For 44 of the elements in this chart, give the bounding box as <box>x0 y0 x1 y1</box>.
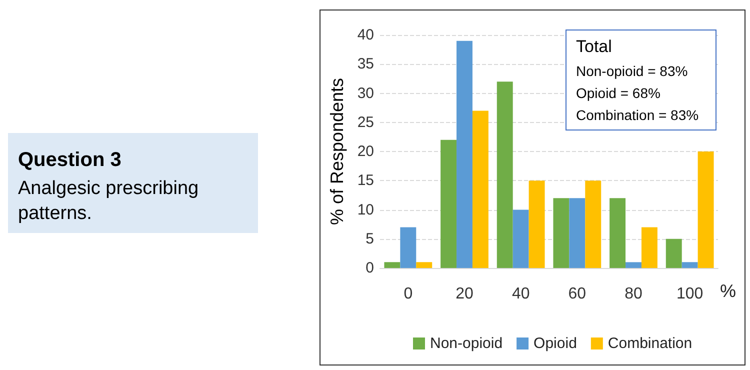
annotation: Non-opioid = 83% <box>576 63 688 79</box>
y-tick-label: 0 <box>366 260 374 276</box>
y-tick-label: 5 <box>366 230 374 248</box>
y-axis-title: % of Respondents <box>327 78 347 226</box>
annotation: Combination = 83% <box>576 107 699 123</box>
x-tick-label: 0 <box>404 286 413 302</box>
text: Analgesic prescribing patterns. <box>18 178 204 224</box>
y-tick-label: 25 <box>357 114 374 131</box>
bar <box>553 198 570 268</box>
bar <box>384 262 400 268</box>
bar <box>456 40 472 268</box>
bar <box>682 262 698 268</box>
y-tick-label: 40 <box>357 26 374 44</box>
bar <box>472 110 488 268</box>
bar <box>610 198 626 268</box>
x-tick-label: 60 <box>568 286 586 302</box>
bar <box>569 198 586 268</box>
x-axis-title: % <box>720 281 736 301</box>
bar <box>496 82 513 268</box>
y-tick-label: 10 <box>357 201 374 218</box>
legend-label: Opioid <box>534 335 577 352</box>
annotation: Total <box>576 37 612 56</box>
legend-label: Combination <box>608 335 692 352</box>
bar <box>641 227 658 268</box>
legend-label: Non-opioid <box>430 335 503 352</box>
x-tick-label: 20 <box>456 286 474 302</box>
x-tick-label: 100 <box>676 286 704 302</box>
y-tick-label: 20 <box>357 143 374 160</box>
bar <box>400 227 416 268</box>
text: Question 3 <box>18 149 122 171</box>
bar <box>585 180 602 268</box>
y-tick-label: 30 <box>357 84 374 102</box>
annotation: Opioid = 68% <box>576 85 660 101</box>
bar <box>440 140 457 268</box>
bar <box>626 262 642 268</box>
x-tick-label: 80 <box>624 286 642 302</box>
bar <box>666 238 682 268</box>
y-tick-label: 35 <box>357 56 374 73</box>
y-tick-label: 15 <box>357 172 374 190</box>
bar <box>528 180 545 268</box>
bar <box>416 262 432 268</box>
bar <box>512 210 529 268</box>
bar <box>698 152 714 268</box>
x-tick-label: 40 <box>512 286 530 302</box>
